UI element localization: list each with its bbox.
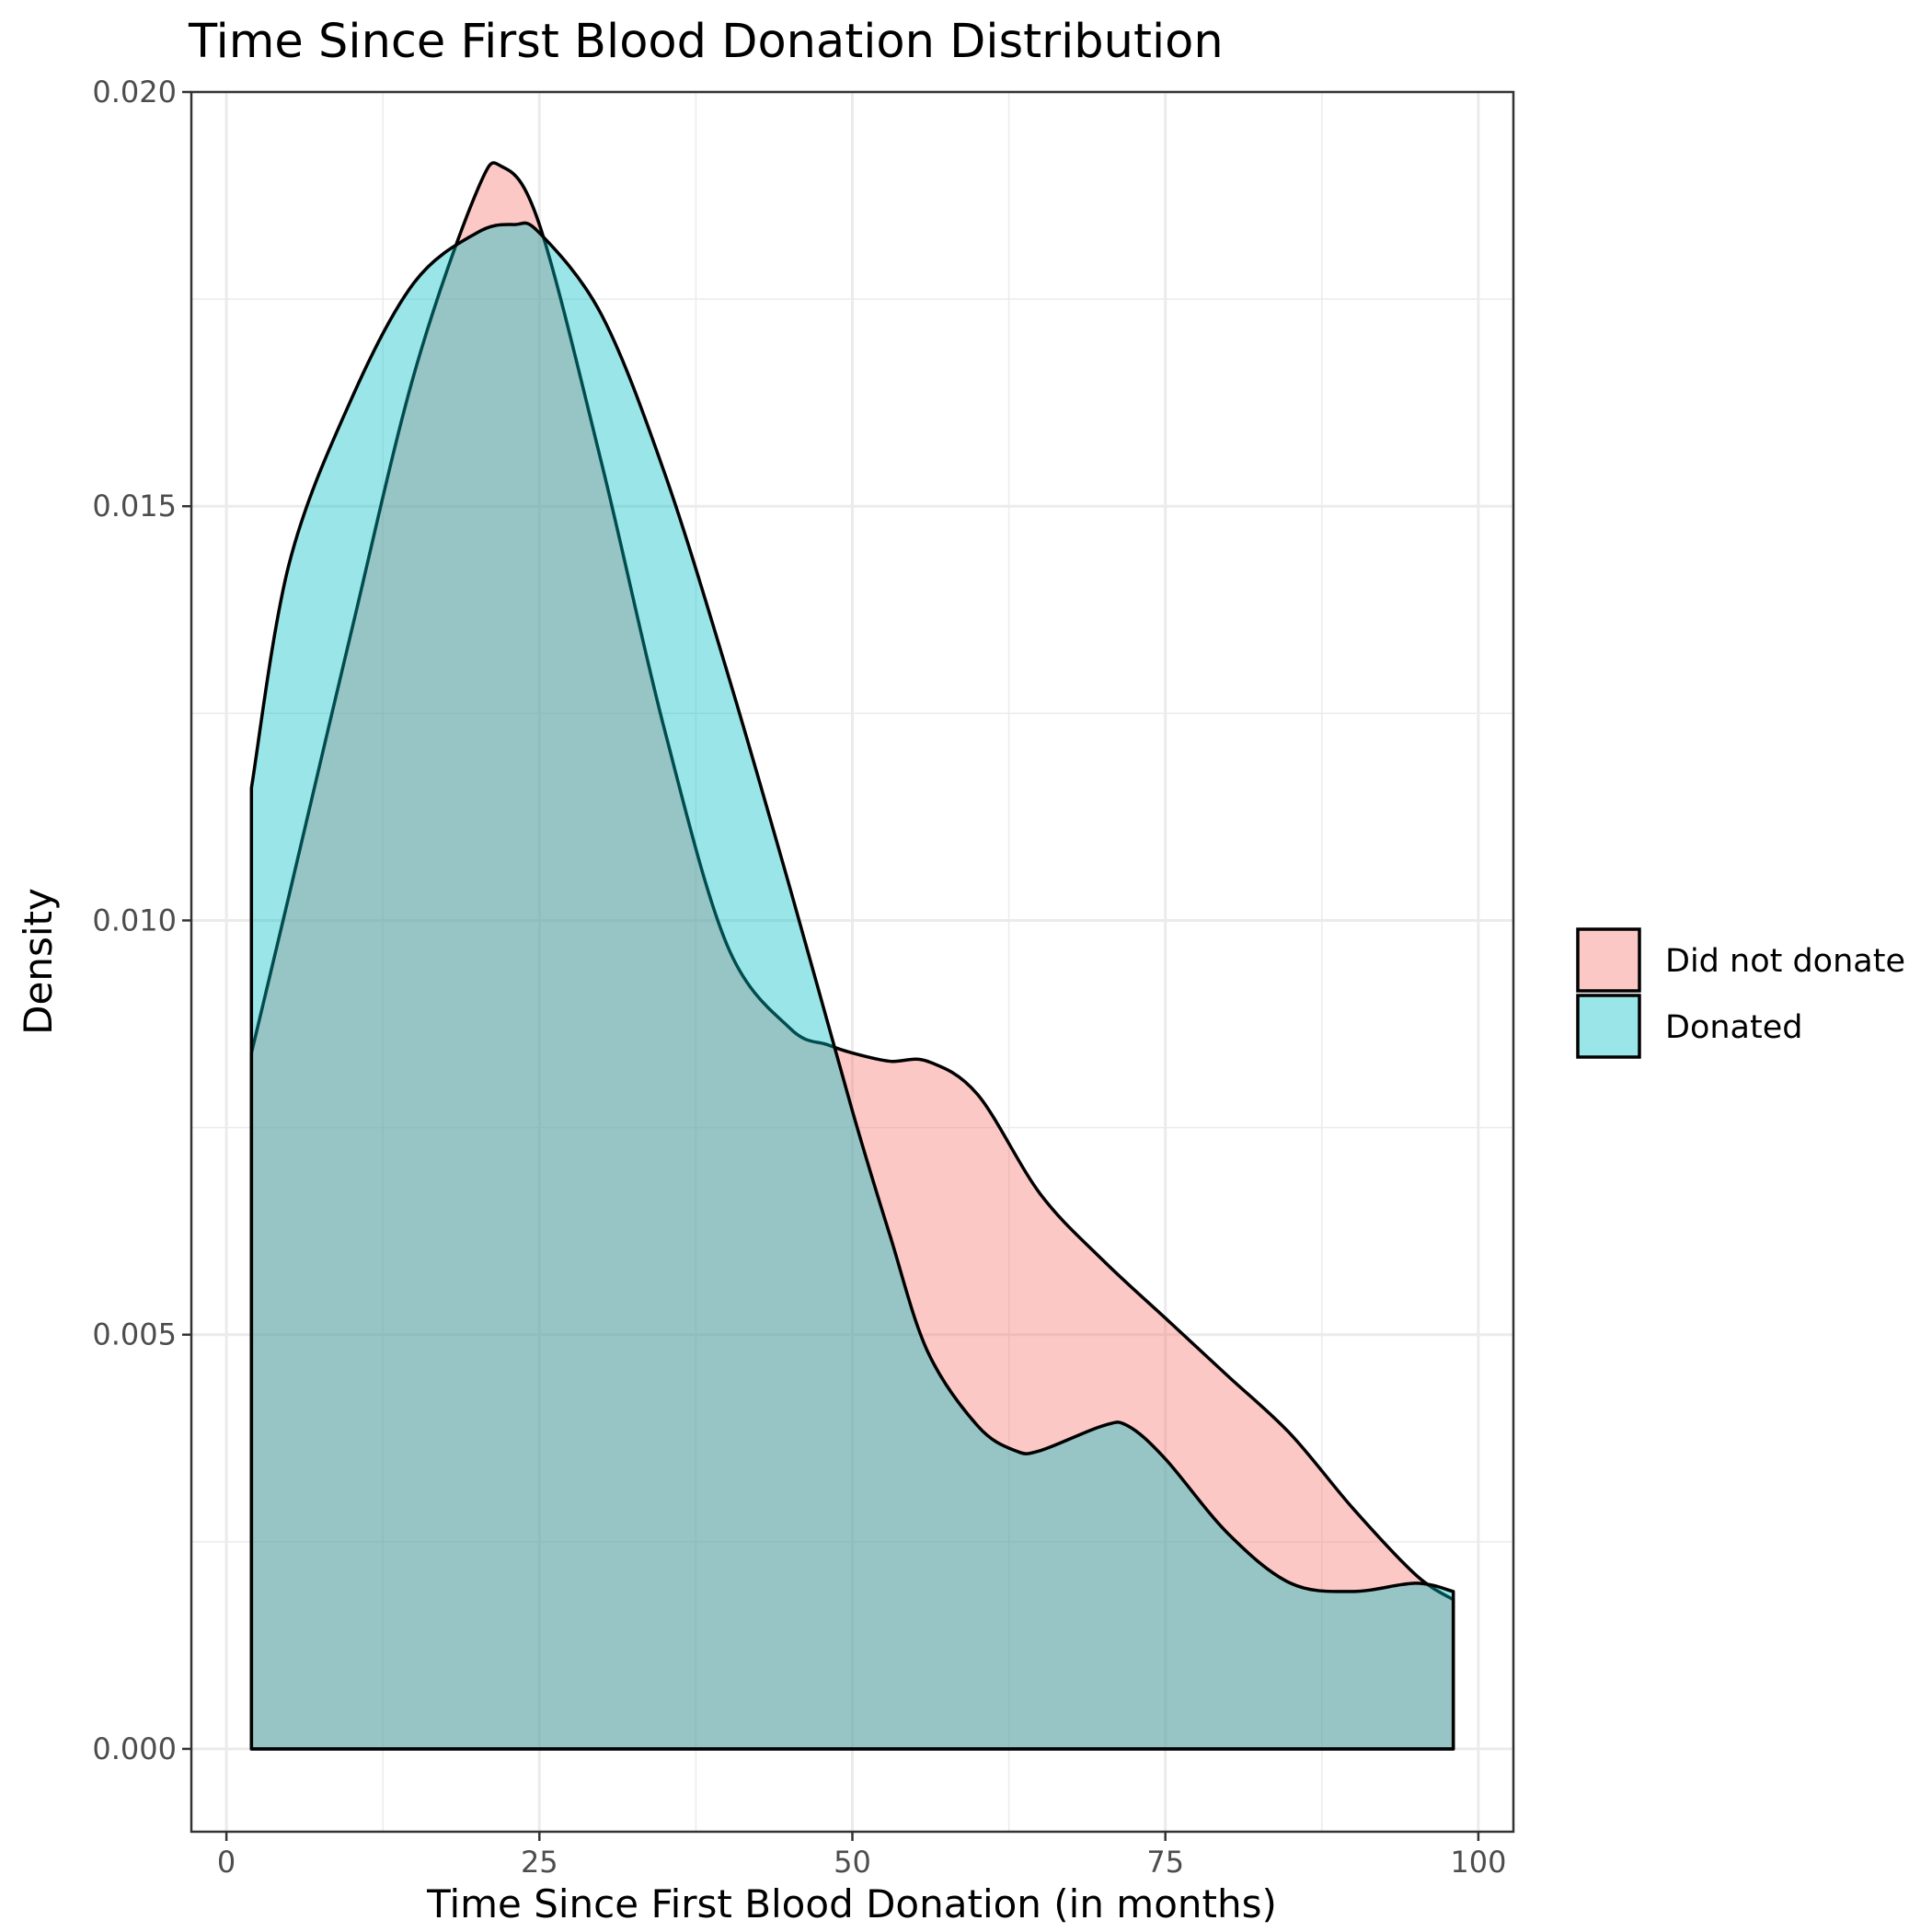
y-tick-label: 0.010 xyxy=(92,903,177,937)
x-tick-label: 100 xyxy=(1450,1845,1506,1880)
chart-title: Time Since First Blood Donation Distribu… xyxy=(188,15,1224,69)
x-tick-label: 25 xyxy=(521,1845,558,1880)
x-tick-label: 75 xyxy=(1146,1845,1184,1880)
x-axis-title: Time Since First Blood Donation (in mont… xyxy=(426,1881,1277,1926)
density-area-donated xyxy=(249,221,1455,1751)
y-tick-label: 0.005 xyxy=(92,1317,177,1352)
y-tick-label: 0.000 xyxy=(92,1731,177,1766)
axes: 0 25 50 75 100 0.000 0.005 0.010 0.015 0.020 xyxy=(92,75,1506,1880)
y-tick-label: 0.020 xyxy=(92,75,177,109)
density-areas xyxy=(249,161,1455,1751)
density-area-did-not-donate xyxy=(249,161,1455,1751)
y-axis-title: Density xyxy=(16,888,61,1035)
legend-key-did-not-donate xyxy=(1576,927,1641,993)
legend-label-donated: Donated xyxy=(1665,1009,1802,1046)
y-tick-label: 0.015 xyxy=(92,489,177,523)
legend-label-did-not-donate: Did not donate xyxy=(1665,943,1905,980)
x-tick-label: 0 xyxy=(217,1845,236,1880)
legend: Did not donate Donated xyxy=(1576,927,1905,1059)
legend-key-donated xyxy=(1576,994,1641,1059)
x-tick-label: 50 xyxy=(834,1845,871,1880)
